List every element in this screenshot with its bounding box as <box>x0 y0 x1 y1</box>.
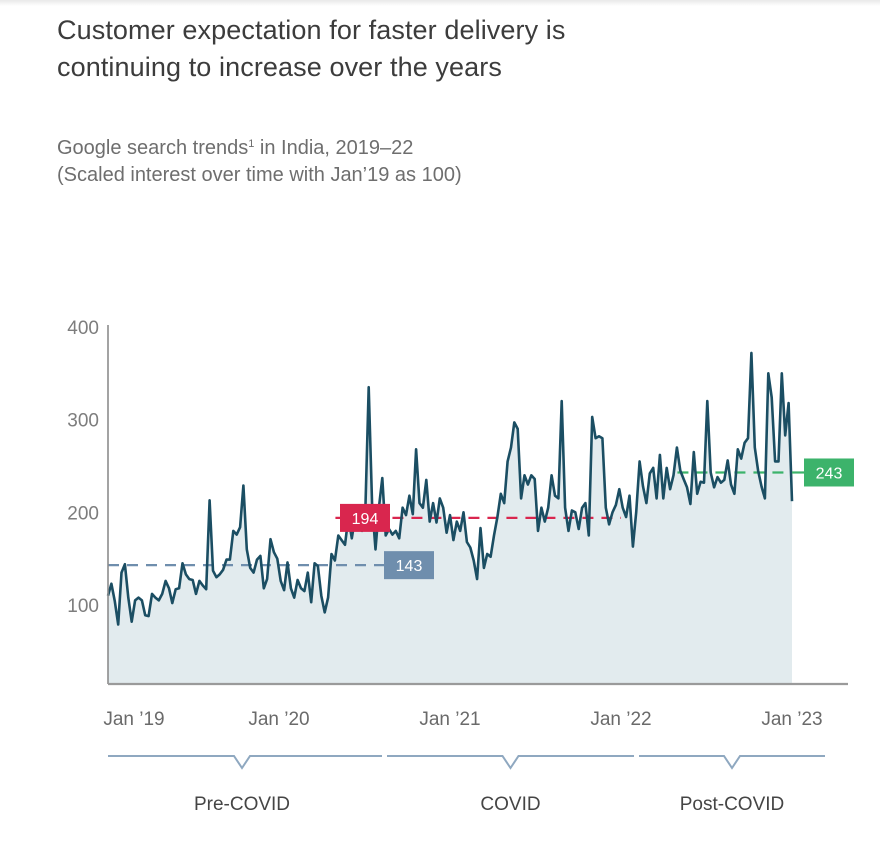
series-line <box>106 351 794 626</box>
x-tick-label: Jan ’23 <box>761 709 822 730</box>
chart-subtitle: Google search trends1 in India, 2019–22 … <box>57 131 837 189</box>
top-shadow <box>0 0 880 6</box>
bracket-line <box>639 755 825 770</box>
badge-box <box>804 458 854 487</box>
x-tick-label: Jan ’19 <box>103 709 164 730</box>
subtitle-line-1: Google search trends1 in India, 2019–22 <box>57 131 837 162</box>
average-badge-pre-covid: 143 <box>384 551 434 580</box>
badge-value: 143 <box>396 558 423 575</box>
period-bracket-covid: COVID <box>387 755 634 815</box>
title-line-2: continuing to increase over the years <box>57 52 502 82</box>
y-tick-label: 400 <box>67 318 99 339</box>
y-tick-label: 100 <box>67 596 99 617</box>
bracket-line <box>387 755 634 770</box>
period-label: Pre-COVID <box>194 794 290 815</box>
x-tick-label: Jan ’20 <box>248 709 309 730</box>
average-badge-post-covid: 243 <box>792 458 854 487</box>
subtitle-text-after: in India, 2019–22 <box>254 137 414 159</box>
x-tick-label: Jan ’22 <box>590 709 651 730</box>
chart-title: Customer expectation for faster delivery… <box>57 12 837 86</box>
average-badge-covid: 194 <box>340 503 390 532</box>
subtitle-line-2: (Scaled interest over time with Jan’19 a… <box>57 164 462 186</box>
badge-value: 243 <box>816 465 843 482</box>
period-label: COVID <box>480 794 540 815</box>
title-line-1: Customer expectation for faster delivery… <box>57 15 566 45</box>
badge-box <box>384 551 434 580</box>
period-bracket-post-covid: Post-COVID <box>639 755 825 815</box>
bracket-line <box>108 755 382 770</box>
footnote-marker: 1 <box>248 138 255 150</box>
period-bracket-pre-covid: Pre-COVID <box>108 755 382 815</box>
subtitle-text: Google search trends <box>57 137 249 159</box>
y-tick-label: 300 <box>67 411 99 432</box>
period-label: Post-COVID <box>680 794 785 815</box>
badge-value: 194 <box>352 511 379 528</box>
x-tick-label: Jan ’21 <box>419 709 480 730</box>
badge-box <box>340 503 390 532</box>
y-tick-label: 200 <box>67 503 99 524</box>
